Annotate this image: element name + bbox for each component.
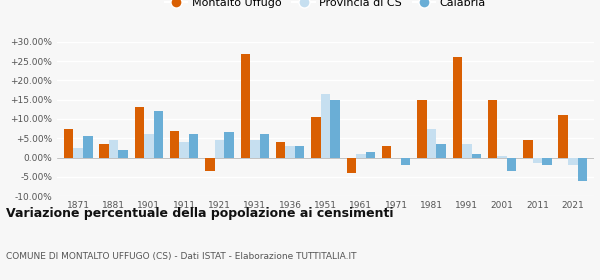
Bar — [321, 94, 330, 157]
Bar — [311, 117, 321, 157]
Bar — [64, 129, 73, 157]
Bar — [179, 142, 189, 157]
Bar — [276, 142, 286, 157]
Bar — [417, 100, 427, 157]
Bar — [347, 157, 356, 173]
Bar — [144, 134, 154, 157]
Bar — [215, 140, 224, 157]
Bar — [462, 144, 472, 157]
Text: COMUNE DI MONTALTO UFFUGO (CS) - Dati ISTAT - Elaborazione TUTTITALIA.IT: COMUNE DI MONTALTO UFFUGO (CS) - Dati IS… — [6, 252, 356, 261]
Bar — [224, 132, 234, 157]
Bar — [260, 134, 269, 157]
Bar — [83, 136, 92, 157]
Bar — [73, 148, 83, 157]
Bar — [568, 157, 578, 165]
Bar — [286, 146, 295, 157]
Bar — [533, 157, 542, 163]
Bar — [330, 100, 340, 157]
Bar — [382, 146, 391, 157]
Bar — [427, 129, 436, 157]
Bar — [472, 154, 481, 157]
Bar — [154, 111, 163, 157]
Bar — [507, 157, 517, 171]
Bar — [170, 130, 179, 157]
Bar — [134, 108, 144, 157]
Bar — [295, 146, 304, 157]
Bar — [497, 156, 507, 157]
Bar — [523, 140, 533, 157]
Text: Variazione percentuale della popolazione ai censimenti: Variazione percentuale della popolazione… — [6, 207, 394, 220]
Bar — [109, 140, 118, 157]
Bar — [356, 154, 365, 157]
Bar — [118, 150, 128, 157]
Bar — [205, 157, 215, 171]
Bar — [365, 152, 375, 157]
Bar — [401, 157, 410, 165]
Bar — [542, 157, 552, 165]
Bar — [189, 134, 199, 157]
Bar — [578, 157, 587, 181]
Bar — [436, 144, 446, 157]
Bar — [488, 100, 497, 157]
Bar — [241, 53, 250, 157]
Bar — [559, 115, 568, 157]
Bar — [452, 57, 462, 157]
Bar — [250, 140, 260, 157]
Legend: Montalto Uffugo, Provincia di CS, Calabria: Montalto Uffugo, Provincia di CS, Calabr… — [161, 0, 490, 13]
Bar — [99, 144, 109, 157]
